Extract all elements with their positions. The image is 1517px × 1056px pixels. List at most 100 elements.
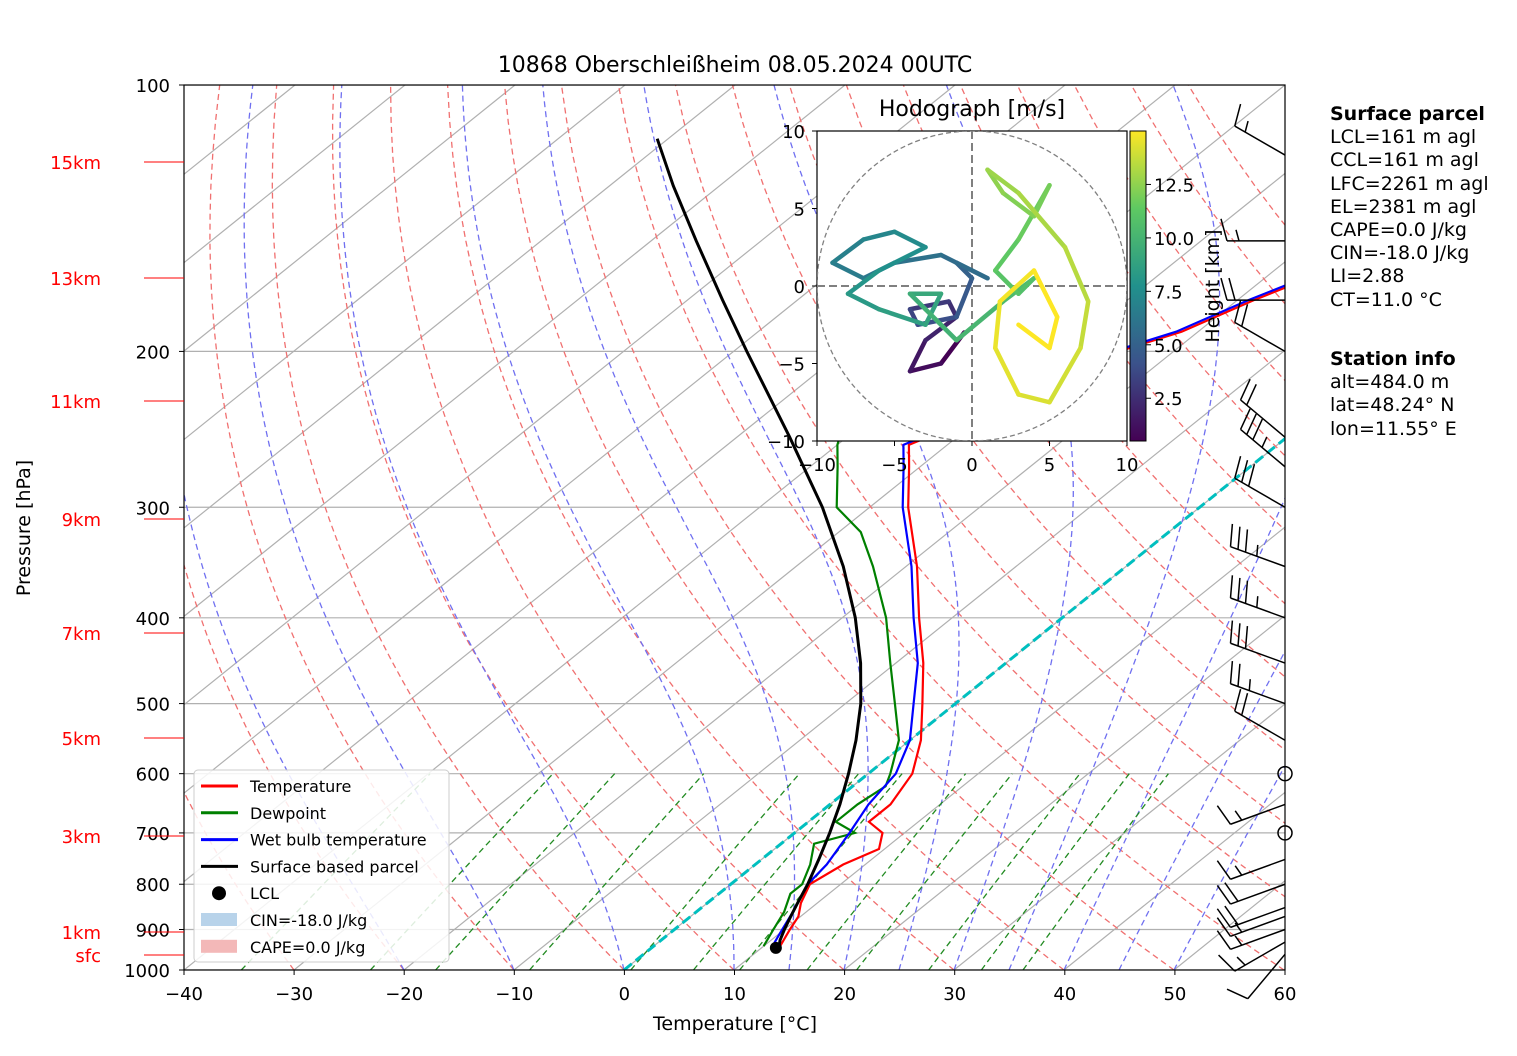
mixing-ratio-line	[1022, 773, 1169, 970]
height-label: 11km	[50, 392, 101, 413]
isotherm-line	[293, 172, 1285, 970]
isotherm-line	[184, 85, 956, 706]
height-label: sfc	[75, 946, 101, 967]
isotherm-line	[184, 85, 846, 618]
hodograph-inset: −10−10 −5 −5 0 0 5 5 10 10	[767, 122, 1138, 476]
legend-label: Dewpoint	[250, 804, 326, 823]
moist-adiabat	[643, 85, 869, 970]
barb-flag	[1239, 378, 1251, 401]
barb-flag	[1240, 304, 1249, 327]
barb-flag	[1220, 277, 1228, 301]
hodograph-segment	[1016, 322, 1052, 351]
barb-flag	[1247, 464, 1256, 487]
colorbar-gradient	[1129, 130, 1147, 442]
barb-flag	[1226, 988, 1249, 1000]
hodograph-segment	[1016, 276, 1037, 296]
isotherm-line	[843, 614, 1285, 970]
barb-flag	[1244, 529, 1249, 553]
wind-barb	[1216, 882, 1286, 905]
ccl-value: CCL=161 m agl	[1330, 149, 1479, 172]
p-tick-label: 600	[136, 765, 170, 786]
wind-barb	[1234, 688, 1286, 741]
colorbar-tick-label: 7.5	[1154, 282, 1183, 303]
hodograph-segment	[954, 299, 1006, 343]
dry-adiabat	[209, 85, 515, 970]
lfc-value: LFC=2261 m agl	[1330, 172, 1489, 195]
height-label: 3km	[62, 827, 101, 848]
barb-flag	[1239, 408, 1251, 430]
barb-half-flag	[1234, 922, 1243, 933]
wind-barb	[1234, 103, 1286, 156]
legend-label: Surface based parcel	[250, 857, 419, 876]
mixing-ratio-line	[692, 773, 860, 970]
legend-box	[193, 769, 450, 963]
dry-adiabat	[674, 85, 1285, 898]
barb-flag	[1228, 277, 1236, 301]
barb-flag	[1252, 418, 1264, 441]
barb-flag	[1216, 930, 1232, 950]
barb-shaft	[1230, 803, 1286, 825]
barb-flag	[1237, 623, 1241, 647]
dry-adiabat	[446, 85, 955, 970]
hodograph-segment	[907, 338, 928, 374]
barb-shaft	[1234, 125, 1286, 156]
moist-adiabat	[339, 85, 625, 970]
hodograph-segment	[1031, 268, 1060, 320]
hodo-x-tick-label: 5	[1044, 455, 1055, 476]
barb-flag	[1240, 692, 1249, 716]
barb-shaft	[1230, 928, 1286, 951]
height-label: 1km	[62, 923, 101, 944]
barb-shaft	[1234, 710, 1286, 741]
barb-flag	[1246, 384, 1257, 406]
hodograph-segment	[1016, 392, 1052, 405]
legend-swatch	[201, 913, 237, 926]
barb-shaft	[1240, 428, 1286, 468]
hodo-x-tick-label: 10	[1116, 455, 1139, 476]
isotherm-line	[953, 703, 1285, 970]
barb-flag	[1237, 663, 1241, 687]
x-tick-label: −10	[495, 984, 533, 1005]
barb-shaft	[1230, 906, 1286, 929]
barb-flag	[1218, 954, 1236, 972]
hodograph-segment	[861, 229, 897, 242]
el-value: EL=2381 m agl	[1330, 195, 1477, 218]
hodograph-segment	[892, 229, 928, 250]
legend-label: LCL	[250, 884, 279, 903]
station-longitude: lon=11.55° E	[1330, 417, 1457, 440]
barb-flag	[1216, 917, 1232, 937]
mixing-ratio-line	[928, 773, 1081, 970]
hodograph-segment	[1047, 345, 1083, 405]
legend-label: Wet bulb temperature	[250, 831, 427, 850]
barb-flag	[1229, 660, 1234, 684]
hodograph-segment	[923, 314, 959, 343]
x-tick-label: −30	[275, 984, 313, 1005]
barb-flag	[1216, 860, 1232, 880]
barb-flag	[1224, 905, 1239, 926]
barb-flag	[1220, 218, 1228, 242]
moist-adiabat	[1173, 764, 1285, 970]
hodograph-segment	[1000, 190, 1037, 219]
hodograph-colorbar: 2.5 5.0 7.5 10.0 12.5	[1129, 130, 1194, 442]
height-label: 5km	[62, 729, 101, 750]
station-latitude: lat=48.24° N	[1330, 394, 1455, 417]
legend-label: CAPE=0.0 J/kg	[250, 938, 365, 957]
colorbar-label: Height [km]	[1202, 229, 1224, 342]
barb-flag	[1244, 625, 1249, 649]
legend: Temperature Dewpoint Wet bulb temperature S…	[193, 769, 450, 963]
hodograph-segment	[830, 260, 866, 281]
x-axis-label: Temperature [°C]	[652, 1013, 817, 1035]
wind-barb	[1216, 905, 1286, 929]
x-tick-label: 60	[1274, 984, 1297, 1005]
barb-flag	[1224, 882, 1239, 902]
x-tick-label: 40	[1053, 984, 1076, 1005]
hodograph-segment	[845, 268, 882, 296]
moist-adiabat	[1118, 650, 1285, 970]
dry-adiabat	[271, 85, 625, 970]
barb-shaft	[1234, 321, 1286, 353]
isotherm-line	[403, 261, 1285, 970]
cin-value: CIN=-18.0 J/kg	[1330, 242, 1470, 265]
barb-flag	[1246, 413, 1257, 435]
hodograph-segment	[892, 252, 944, 265]
station-info-heading: Station info	[1330, 348, 1456, 370]
dry-adiabat	[389, 85, 845, 970]
